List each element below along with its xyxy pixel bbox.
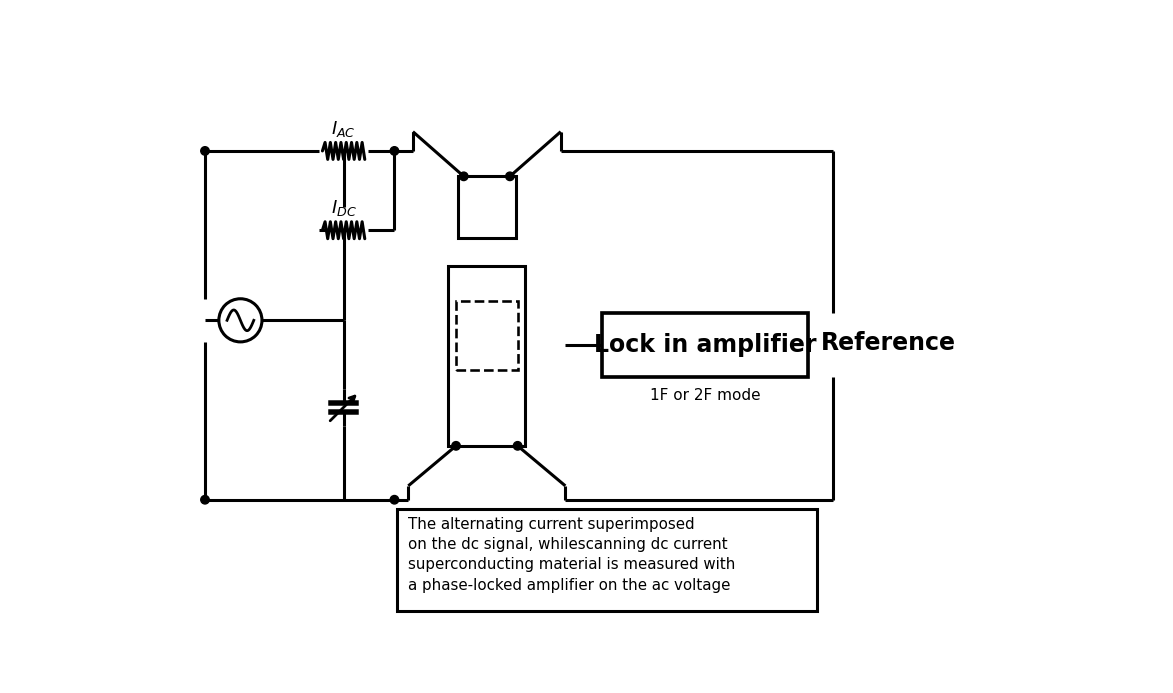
Circle shape — [460, 172, 468, 181]
Text: Reference: Reference — [821, 331, 956, 355]
Bar — [398, 509, 818, 611]
Circle shape — [506, 172, 514, 181]
Circle shape — [201, 147, 209, 155]
Text: $\mathit{I}_{AC}$: $\mathit{I}_{AC}$ — [331, 119, 355, 139]
Bar — [457, 176, 516, 238]
Circle shape — [201, 495, 209, 504]
Text: $\mathit{I}_{DC}$: $\mathit{I}_{DC}$ — [331, 198, 357, 218]
Circle shape — [452, 441, 460, 450]
Text: Lock in amplifier: Lock in amplifier — [594, 333, 816, 357]
Text: 1F or 2F mode: 1F or 2F mode — [650, 388, 760, 403]
Bar — [456, 301, 517, 371]
Circle shape — [514, 441, 522, 450]
Circle shape — [391, 147, 399, 155]
Circle shape — [391, 495, 399, 504]
Text: The alternating current superimposed
on the dc signal, whilescanning dc current
: The alternating current superimposed on … — [408, 517, 735, 593]
Bar — [448, 266, 526, 446]
Bar — [602, 313, 808, 376]
